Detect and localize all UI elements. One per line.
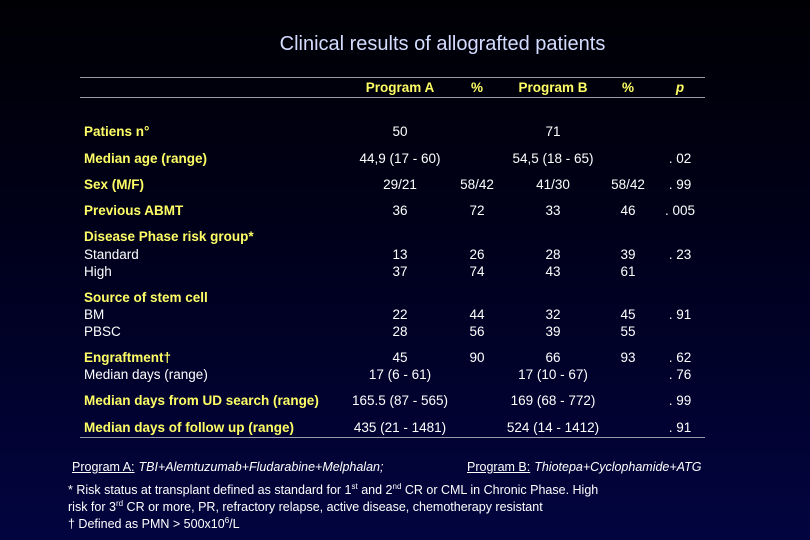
cell: . 91 xyxy=(668,307,692,322)
footnote-text: CR or CML in Chronic Phase. High xyxy=(401,483,599,498)
row-label: Previous ABMT xyxy=(84,203,184,218)
program-description: Program B: Thiotepa+Cyclophamide+ATG xyxy=(467,460,701,474)
cell: 71 xyxy=(545,124,561,139)
footnote-text: and 2 xyxy=(357,483,393,498)
cell: 17 (6 - 61) xyxy=(368,367,432,382)
footnote-text: nd xyxy=(392,482,402,491)
row-label: Median days (range) xyxy=(84,367,208,382)
cell: 43 xyxy=(545,264,561,279)
cell: 93 xyxy=(620,350,636,365)
cell: 41/30 xyxy=(536,177,570,192)
cell: . 76 xyxy=(668,367,692,382)
cell: 169 (68 - 772) xyxy=(510,393,596,408)
cell: 26 xyxy=(469,247,485,262)
cell: 55 xyxy=(620,324,636,339)
program-text: TBI+Alemtuzumab+Fludarabine+Melphalan; xyxy=(138,460,384,474)
column-header: Program B xyxy=(518,80,588,95)
footnote-text: rd xyxy=(115,499,124,508)
cell: 39 xyxy=(545,324,561,339)
cell: . 005 xyxy=(664,203,696,218)
row-label: Patiens n° xyxy=(84,124,150,139)
cell: 72 xyxy=(469,203,485,218)
cell: 58/42 xyxy=(611,177,645,192)
cell: 66 xyxy=(545,350,561,365)
cell: 74 xyxy=(469,264,485,279)
row-label: Source of stem cell xyxy=(84,290,208,305)
cell: 32 xyxy=(545,307,561,322)
row-label: Engraftment† xyxy=(84,350,172,365)
column-header: % xyxy=(470,80,484,95)
rule xyxy=(80,97,705,98)
cell: . 62 xyxy=(668,350,692,365)
cell: 29/21 xyxy=(383,177,417,192)
cell: . 99 xyxy=(668,393,692,408)
cell: 54,5 (18 - 65) xyxy=(512,151,594,166)
row-label: Median days of follow up (range) xyxy=(84,420,295,435)
cell: 37 xyxy=(392,264,408,279)
row-label: Standard xyxy=(84,247,139,262)
cell: 50 xyxy=(392,124,408,139)
cell: 165.5 (87 - 565) xyxy=(351,393,449,408)
footnote-text: st xyxy=(351,482,358,491)
cell: 39 xyxy=(620,247,636,262)
row-label: Disease Phase risk group* xyxy=(84,229,254,244)
cell: . 23 xyxy=(668,247,692,262)
footnote-text: † Defined as PMN > 500x10 xyxy=(68,517,225,532)
program-description: Program A: TBI+Alemtuzumab+Fludarabine+Me… xyxy=(72,460,383,474)
cell: 61 xyxy=(620,264,636,279)
footnote-text: CR or more, PR, refractory relapse, acti… xyxy=(123,500,543,515)
footnote: risk for 3rd CR or more, PR, refractory … xyxy=(68,499,543,514)
cell: . 91 xyxy=(668,420,692,435)
row-label: Median age (range) xyxy=(84,151,208,166)
footnote: * Risk status at transplant defined as s… xyxy=(68,482,598,497)
cell: 28 xyxy=(392,324,408,339)
rule xyxy=(80,77,705,78)
row-label: High xyxy=(84,264,112,279)
cell: 17 (10 - 67) xyxy=(518,367,588,382)
cell: 45 xyxy=(620,307,636,322)
row-label: BM xyxy=(84,307,105,322)
cell: 58/42 xyxy=(460,177,494,192)
cell: . 02 xyxy=(668,151,692,166)
program-label: Program A: xyxy=(72,460,135,474)
title: Clinical results of allografted patients xyxy=(279,33,606,55)
footnote-text: * Risk status at transplant defined as s… xyxy=(68,483,352,498)
program-text: Thiotepa+Cyclophamide+ATG xyxy=(534,460,702,474)
footnote-text: 6 xyxy=(224,516,230,525)
cell: 45 xyxy=(392,350,408,365)
cell: . 99 xyxy=(668,177,692,192)
column-header: Program A xyxy=(365,80,435,95)
cell: 33 xyxy=(545,203,561,218)
cell: 90 xyxy=(469,350,485,365)
row-label: Sex (M/F) xyxy=(84,177,145,192)
cell: 44,9 (17 - 60) xyxy=(359,151,441,166)
footnote: † Defined as PMN > 500x106/L xyxy=(68,516,240,531)
rule xyxy=(80,437,705,438)
cell: 28 xyxy=(545,247,561,262)
cell: 13 xyxy=(392,247,408,262)
cell: 435 (21 - 1481) xyxy=(353,420,447,435)
cell: 22 xyxy=(392,307,408,322)
row-label: Median days from UD search (range) xyxy=(84,393,319,408)
column-header: % xyxy=(621,80,635,95)
row-label: PBSC xyxy=(84,324,121,339)
cell: 524 (14 - 1412) xyxy=(506,420,600,435)
program-label: Program B: xyxy=(467,460,531,474)
column-header: p xyxy=(675,80,685,95)
cell: 46 xyxy=(620,203,636,218)
cell: 44 xyxy=(469,307,485,322)
cell: 56 xyxy=(469,324,485,339)
footnote-text: risk for 3 xyxy=(68,500,116,515)
footnote-text: /L xyxy=(229,517,240,532)
cell: 36 xyxy=(392,203,408,218)
